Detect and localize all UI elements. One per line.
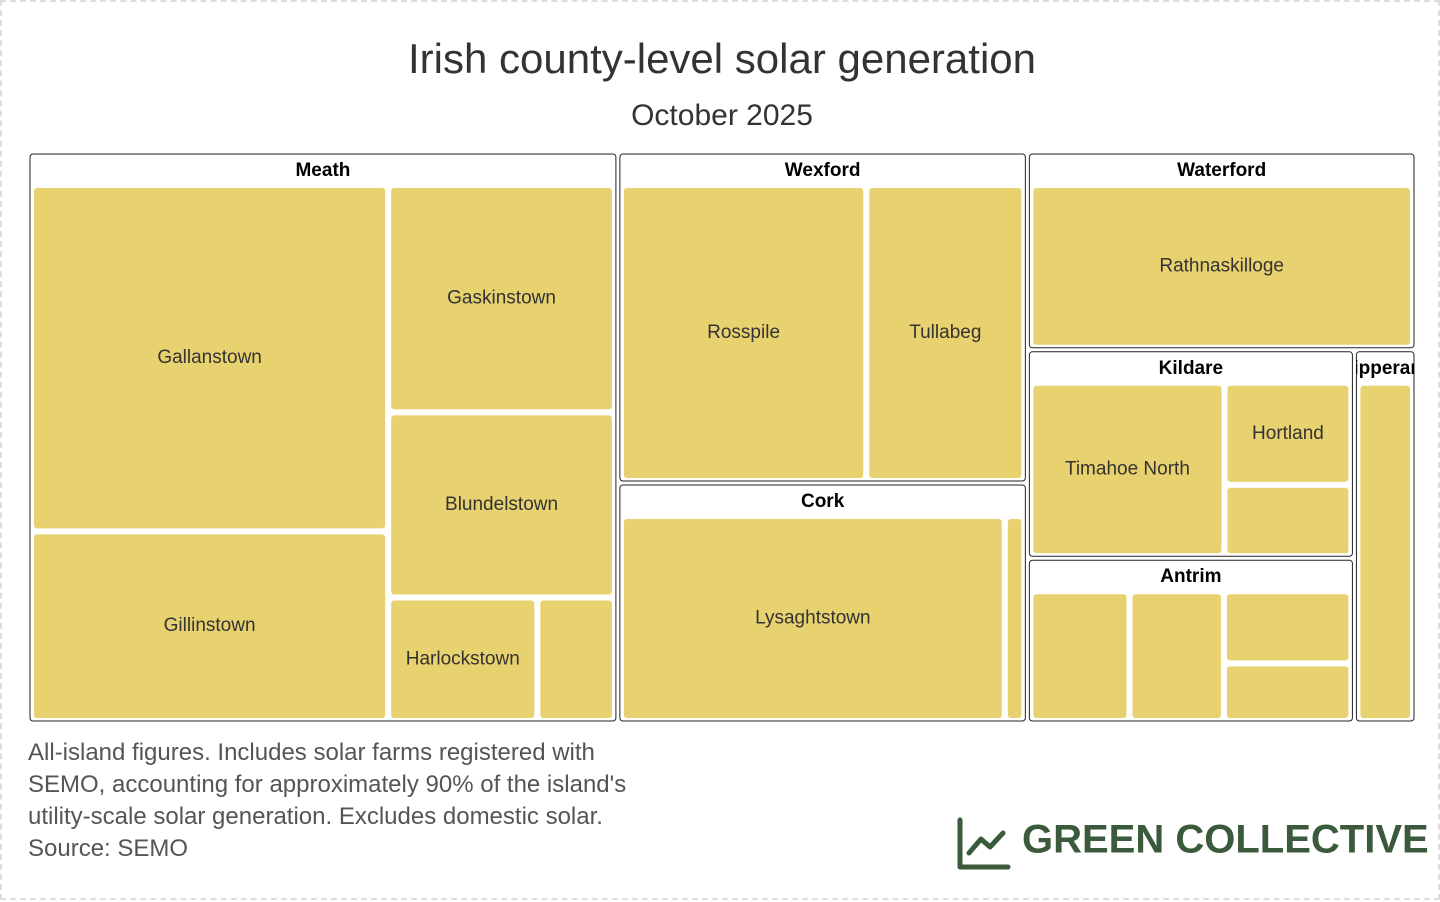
logo-text: GREEN COLLECTIVE [1022,818,1429,862]
site-tile [1033,594,1127,718]
site-label: Hortland [1252,423,1324,444]
site-tile [1033,385,1222,554]
site-tile [1226,666,1349,718]
site-label: Rathnaskilloge [1159,255,1284,276]
county-group: Waterford Rathnaskilloge [1028,153,1415,349]
county-label: Meath [295,160,350,181]
county-group: Tipperary [1342,351,1429,722]
site-label: Rosspile [707,322,780,343]
footnote: All-island figures. Includes solar farms… [28,737,678,865]
site-label: Harlockstown [406,648,520,669]
site-tile [34,534,386,718]
logo-icon-line [966,830,1006,856]
county-label: Kildare [1159,358,1223,379]
county-label: Antrim [1160,566,1221,587]
county-group: Cork Lysaghtstown [619,484,1026,722]
county-label: Wexford [785,160,861,181]
logo: GREEN COLLECTIVE [957,817,1429,870]
site-tile [623,188,864,478]
site-label: Gillinstown [164,615,256,636]
site-tile [1226,594,1349,661]
site-tile [623,518,1002,718]
site-label: Blundelstown [445,494,558,515]
logo-icon [957,817,1011,870]
site-tile [1132,594,1221,718]
chart-subtitle: October 2025 [631,99,813,132]
site-tile [1033,188,1410,345]
site-label: Lysaghtstown [755,608,870,629]
site-tile [391,600,535,718]
site-tile [391,188,612,410]
site-tile [1360,385,1410,718]
site-tile [869,188,1022,478]
county-group: Wexford Rosspile Tullabeg [619,153,1026,482]
site-label: Gallanstown [157,347,262,368]
county-group: Meath Gallanstown Gillinstown Gaskinstown Bl… [29,153,617,722]
site-label: Timahoe North [1065,459,1190,480]
site-tile [391,415,612,595]
site-label: Tullabeg [909,322,981,343]
site-tile [1227,487,1349,554]
chart-title: Irish county-level solar generation [408,35,1036,82]
county-group: Kildare Timahoe North Hortland [1028,351,1353,557]
county-label: Tipperary [1342,358,1429,379]
note-text: All-island figures. Includes solar farms… [28,739,627,830]
site-tile [1007,518,1022,718]
site-tile [1227,385,1349,482]
county-label: Cork [801,491,845,512]
county-group: Antrim [1028,559,1353,722]
site-label: Gaskinstown [447,288,556,309]
county-label: Waterford [1177,160,1266,181]
site-tile [34,188,386,529]
source-text: Source: SEMO [28,835,189,862]
site-tile [540,600,612,718]
